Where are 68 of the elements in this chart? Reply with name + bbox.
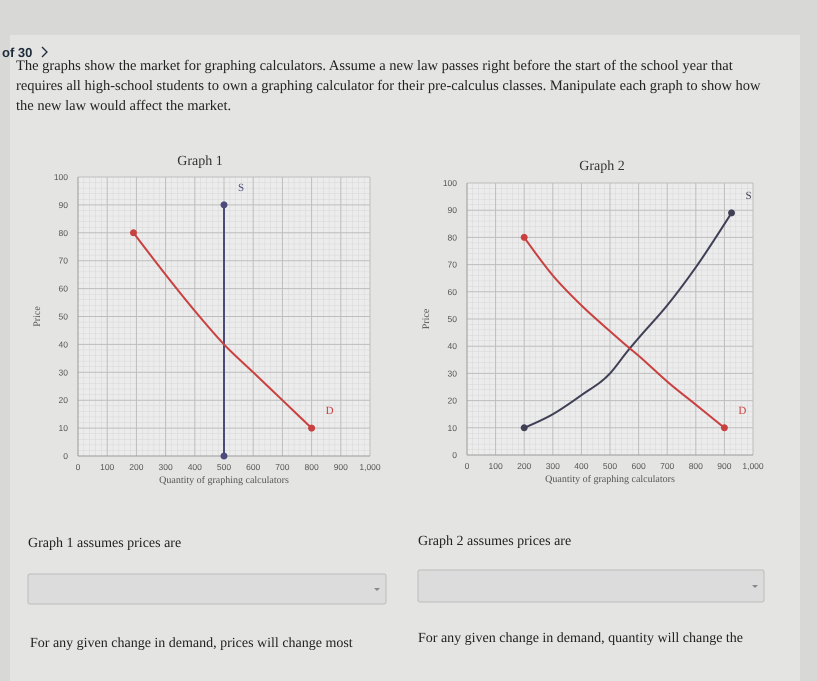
text: of 30 [2,44,34,60]
x-tick-label: 300 [546,461,560,471]
caption: Graph 1 assumes prices are [28,535,182,553]
series-label: S [238,182,244,194]
y-tick-label: 30 [58,367,68,378]
x-tick-label: 100 [488,461,503,471]
text: For any given change in demand, prices will change most [30,635,354,653]
y-tick-label: 80 [448,232,458,242]
y-tick-label: 10 [58,423,68,434]
y-tick-label: 50 [448,314,458,324]
y-tick-label: 60 [58,284,68,294]
x-axis-title: Quantity of graphing calculators [545,474,675,485]
y-tick-label: 40 [448,341,458,352]
x-tick-label: 800 [688,461,704,471]
x-tick-label: 700 [275,462,290,472]
x-tick-label: 700 [660,461,675,471]
x-tick-label: 200 [517,461,532,471]
x-tick-label: 1,000 [742,461,764,471]
chart-title: Graph 1 [177,154,223,169]
point [130,229,137,236]
y-tick-label: 40 [58,339,68,350]
y-tick-label: 100 [54,172,68,182]
x-tick-label: 1,000 [359,462,381,472]
x-tick-label: 500 [602,461,618,471]
x-tick-label: 600 [246,462,261,472]
point [520,234,528,241]
x-axis-title: Quantity of graphing calculators [159,475,289,486]
x-tick-label: 900 [717,461,732,471]
point [220,452,228,460]
y-tick-label: 70 [58,256,68,266]
point [720,424,728,432]
y-tick-label: 20 [58,395,68,406]
x-tick-label: 500 [216,462,232,472]
series-label: D [738,404,746,417]
y-tick-label: 0 [452,450,458,460]
x-tick-label: 400 [574,461,589,471]
y-tick-label: 50 [58,312,68,322]
x-tick-label: 0 [464,461,470,471]
series-label: S [746,190,752,202]
series-label: D [326,405,334,418]
x-tick-label: 0 [76,462,81,472]
y-axis-title: Price [421,308,432,330]
y-tick-label: 90 [448,205,458,216]
y-tick-label: 80 [58,228,68,238]
x-tick-label: 600 [632,461,646,471]
x-tick-label: 800 [304,462,319,472]
x-tick-label: 900 [334,462,348,472]
x-tick-label: 400 [188,462,202,472]
y-tick-label: 90 [58,200,68,210]
text: For any given change in demand, quantity will change the [418,630,744,648]
y-tick-label: 70 [448,260,458,270]
y-tick-label: 0 [63,451,68,461]
text: The graphs show the market for graphing calculators. Assume a new law passes right before the start of the school year that requires all high-school students to own a graphing calculator for their pre-calculus classes. Manipulate each graph to show how the new law would affect the market. [16,58,762,116]
chart-title: Graph 2 [579,159,625,174]
x-tick-label: 200 [129,462,144,472]
point [308,424,316,432]
y-tick-label: 20 [448,396,458,406]
x-tick-label: 100 [100,462,115,472]
x-tick-label: 300 [158,462,173,472]
point [520,424,528,432]
point [728,209,736,216]
y-axis-title: Price [32,306,43,327]
point [220,201,228,208]
y-tick-label: 60 [448,286,458,297]
y-tick-label: 100 [442,178,458,188]
y-tick-label: 10 [448,422,458,433]
y-tick-label: 30 [448,368,458,378]
caption: Graph 2 assumes prices are [418,533,572,551]
